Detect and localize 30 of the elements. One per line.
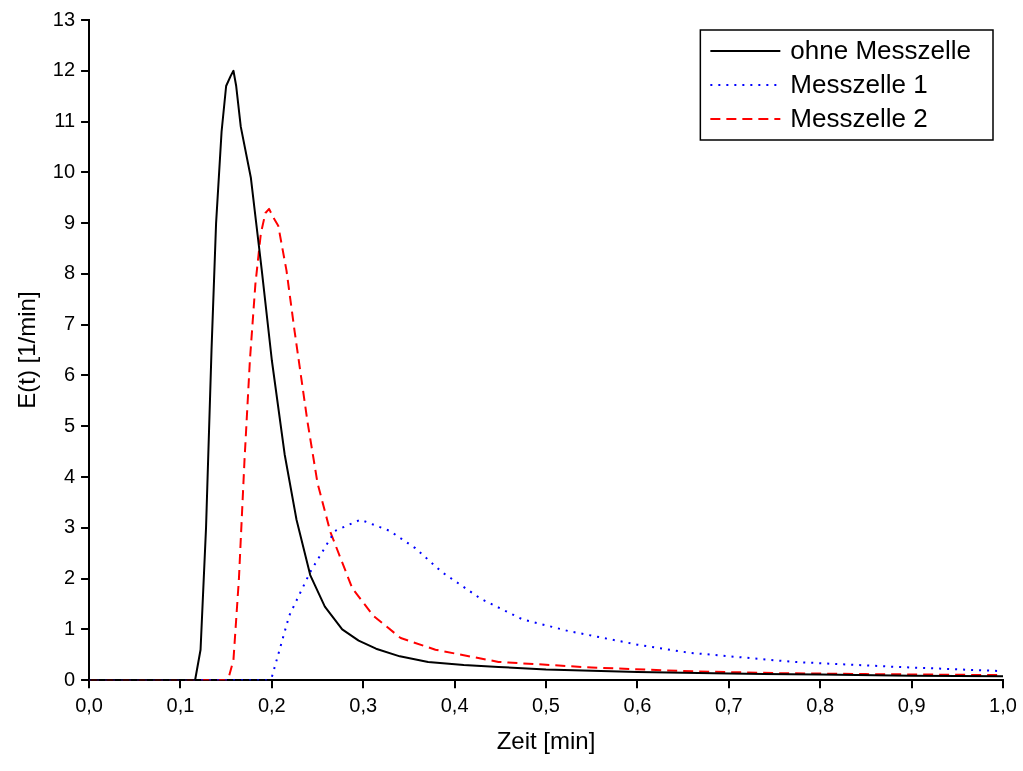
x-tick-label: 0,7 bbox=[714, 693, 743, 716]
y-tick-label: 6 bbox=[63, 363, 76, 386]
x-axis-title: Zeit [min] bbox=[496, 727, 596, 755]
legend-label: ohne Messzelle bbox=[790, 35, 971, 66]
x-tick-label: 0,2 bbox=[257, 693, 286, 716]
y-tick-label: 3 bbox=[63, 515, 76, 538]
y-tick-label: 12 bbox=[52, 58, 76, 81]
x-tick-label: 0,1 bbox=[166, 693, 195, 716]
y-tick-label: 5 bbox=[63, 413, 76, 436]
x-tick-label: 0,4 bbox=[440, 693, 469, 716]
y-tick-label: 8 bbox=[63, 261, 76, 284]
y-tick-label: 2 bbox=[63, 566, 76, 589]
y-tick-label: 1 bbox=[63, 616, 76, 639]
y-tick-label: 9 bbox=[63, 210, 76, 233]
x-tick-label: 0,6 bbox=[623, 693, 652, 716]
x-tick-label: 0,0 bbox=[75, 693, 103, 716]
x-tick-label: 0,3 bbox=[349, 693, 378, 716]
y-tick-label: 10 bbox=[52, 159, 76, 182]
legend-label: Messzelle 2 bbox=[790, 103, 928, 134]
legend-label: Messzelle 1 bbox=[790, 69, 928, 100]
y-tick-label: 0 bbox=[63, 667, 76, 690]
y-tick-label: 7 bbox=[63, 312, 76, 335]
y-tick-label: 13 bbox=[52, 7, 76, 30]
x-tick-label: 1,0 bbox=[989, 693, 1017, 716]
y-tick-label: 11 bbox=[54, 109, 76, 132]
x-tick-label: 0,5 bbox=[532, 693, 560, 716]
y-tick-label: 4 bbox=[63, 464, 76, 487]
x-tick-label: 0,9 bbox=[897, 693, 926, 716]
y-axis-title: E(t) [1/min] bbox=[13, 291, 41, 409]
x-tick-label: 0,8 bbox=[806, 693, 835, 716]
